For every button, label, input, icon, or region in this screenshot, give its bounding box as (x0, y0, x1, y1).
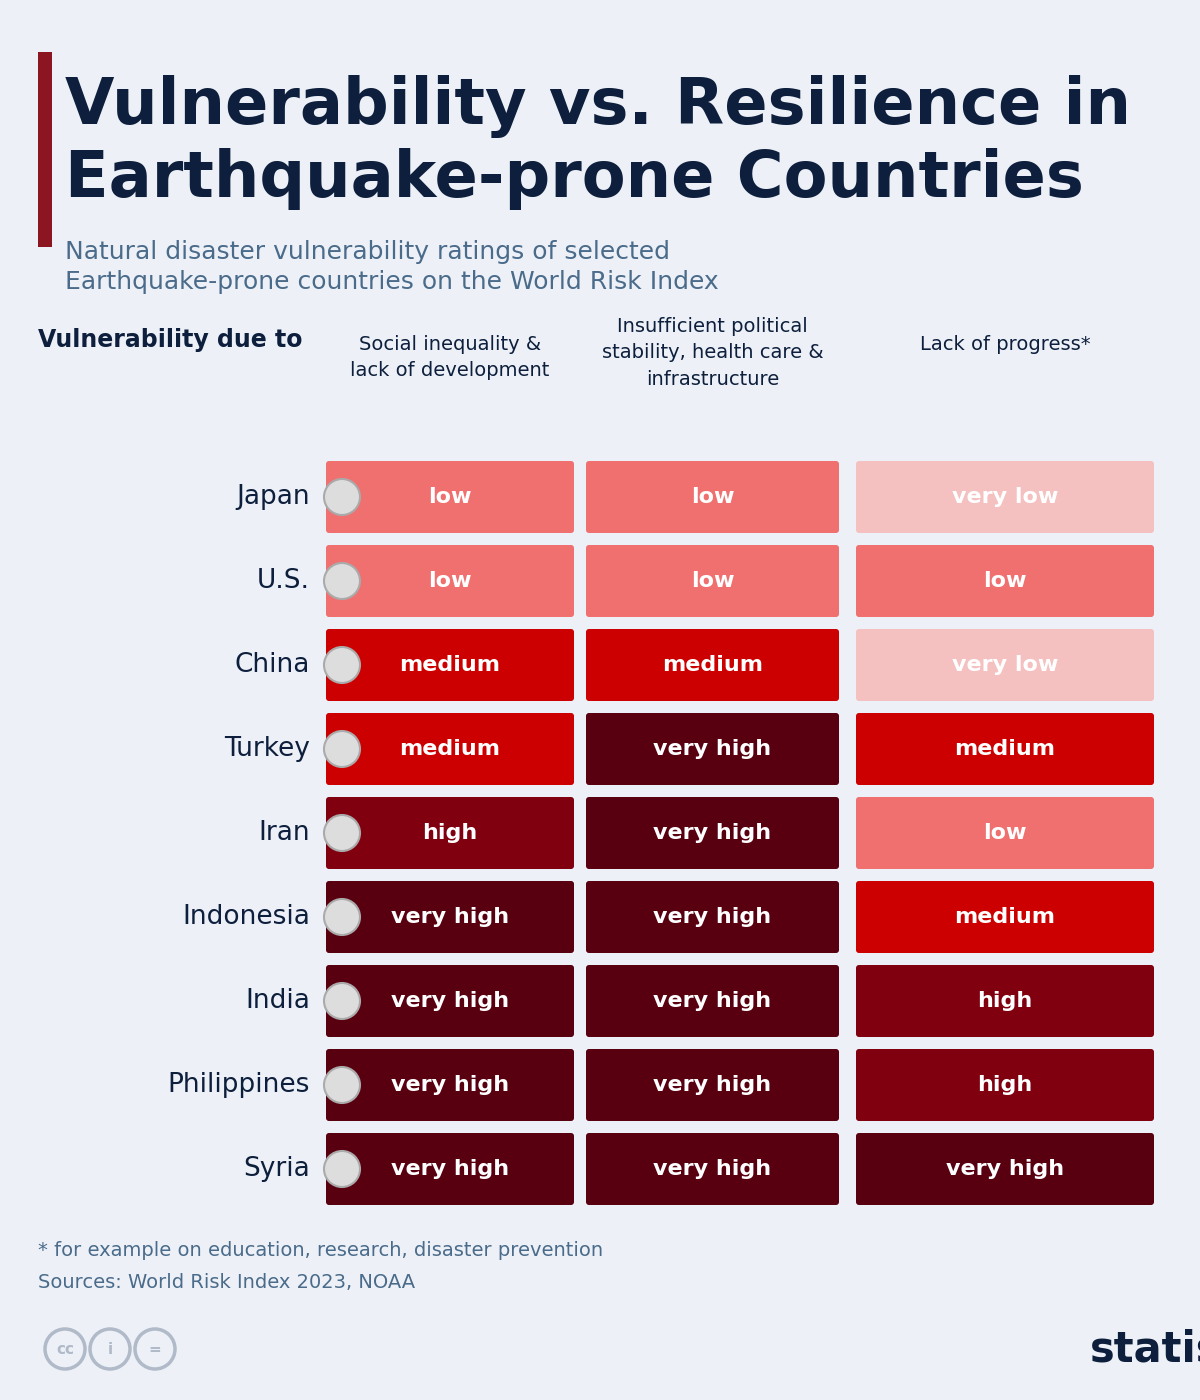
Text: * for example on education, research, disaster prevention: * for example on education, research, di… (38, 1240, 604, 1260)
FancyBboxPatch shape (586, 881, 839, 953)
Text: low: low (983, 823, 1027, 843)
Text: low: low (691, 571, 734, 591)
Text: low: low (691, 487, 734, 507)
FancyBboxPatch shape (586, 1133, 839, 1205)
Circle shape (324, 983, 360, 1019)
Text: very high: very high (391, 1159, 509, 1179)
Circle shape (324, 479, 360, 515)
FancyBboxPatch shape (856, 1133, 1154, 1205)
Text: Social inequality &
lack of development: Social inequality & lack of development (350, 335, 550, 381)
Text: Natural disaster vulnerability ratings of selected: Natural disaster vulnerability ratings o… (65, 239, 670, 265)
Text: low: low (428, 487, 472, 507)
FancyBboxPatch shape (326, 461, 574, 533)
FancyBboxPatch shape (856, 881, 1154, 953)
Text: Iran: Iran (258, 820, 310, 846)
Text: medium: medium (400, 739, 500, 759)
FancyBboxPatch shape (586, 713, 839, 785)
Text: very high: very high (654, 739, 772, 759)
FancyBboxPatch shape (856, 629, 1154, 701)
Text: Insufficient political
stability, health care &
infrastructure: Insufficient political stability, health… (601, 316, 823, 389)
FancyBboxPatch shape (326, 713, 574, 785)
Text: low: low (983, 571, 1027, 591)
Text: statista: statista (1090, 1329, 1200, 1371)
FancyBboxPatch shape (326, 881, 574, 953)
FancyBboxPatch shape (586, 797, 839, 869)
Text: very high: very high (654, 1159, 772, 1179)
Text: very high: very high (946, 1159, 1064, 1179)
FancyBboxPatch shape (856, 1049, 1154, 1121)
FancyBboxPatch shape (856, 713, 1154, 785)
Circle shape (324, 563, 360, 599)
Text: Turkey: Turkey (224, 736, 310, 762)
Bar (38, 52, 52, 246)
Text: high: high (977, 1075, 1033, 1095)
Text: medium: medium (954, 907, 1056, 927)
Text: U.S.: U.S. (257, 568, 310, 594)
Text: very low: very low (952, 487, 1058, 507)
FancyBboxPatch shape (586, 461, 839, 533)
FancyBboxPatch shape (856, 461, 1154, 533)
Text: Earthquake-prone countries on the World Risk Index: Earthquake-prone countries on the World … (65, 270, 719, 294)
Text: Indonesia: Indonesia (182, 904, 310, 930)
FancyBboxPatch shape (326, 629, 574, 701)
FancyBboxPatch shape (856, 545, 1154, 617)
Text: low: low (428, 571, 472, 591)
Text: very high: very high (391, 907, 509, 927)
Circle shape (324, 899, 360, 935)
FancyBboxPatch shape (586, 545, 839, 617)
Text: Philippines: Philippines (168, 1072, 310, 1098)
Text: =: = (149, 1341, 161, 1357)
Text: China: China (235, 652, 310, 678)
Text: Lack of progress*: Lack of progress* (919, 335, 1091, 354)
Text: Vulnerability vs. Resilience in: Vulnerability vs. Resilience in (65, 76, 1132, 139)
Text: very high: very high (654, 991, 772, 1011)
Text: cc: cc (56, 1341, 74, 1357)
Text: Vulnerability due to: Vulnerability due to (38, 328, 302, 351)
Circle shape (324, 731, 360, 767)
FancyBboxPatch shape (856, 797, 1154, 869)
FancyBboxPatch shape (326, 797, 574, 869)
FancyBboxPatch shape (856, 965, 1154, 1037)
FancyBboxPatch shape (326, 965, 574, 1037)
Text: Japan: Japan (236, 484, 310, 510)
FancyBboxPatch shape (326, 1049, 574, 1121)
Circle shape (324, 1067, 360, 1103)
Text: India: India (245, 988, 310, 1014)
Text: high: high (977, 991, 1033, 1011)
Text: very low: very low (952, 655, 1058, 675)
FancyBboxPatch shape (326, 1133, 574, 1205)
FancyBboxPatch shape (586, 965, 839, 1037)
Text: Earthquake-prone Countries: Earthquake-prone Countries (65, 148, 1084, 210)
Text: medium: medium (400, 655, 500, 675)
Text: very high: very high (391, 991, 509, 1011)
Circle shape (324, 1151, 360, 1187)
FancyBboxPatch shape (586, 629, 839, 701)
Text: i: i (108, 1341, 113, 1357)
Text: very high: very high (654, 823, 772, 843)
Circle shape (324, 815, 360, 851)
Text: medium: medium (954, 739, 1056, 759)
Text: Sources: World Risk Index 2023, NOAA: Sources: World Risk Index 2023, NOAA (38, 1273, 415, 1292)
Text: Syria: Syria (244, 1156, 310, 1182)
Text: medium: medium (662, 655, 763, 675)
FancyBboxPatch shape (586, 1049, 839, 1121)
Text: high: high (422, 823, 478, 843)
Text: very high: very high (654, 907, 772, 927)
Circle shape (324, 647, 360, 683)
Text: very high: very high (654, 1075, 772, 1095)
Text: very high: very high (391, 1075, 509, 1095)
FancyBboxPatch shape (326, 545, 574, 617)
